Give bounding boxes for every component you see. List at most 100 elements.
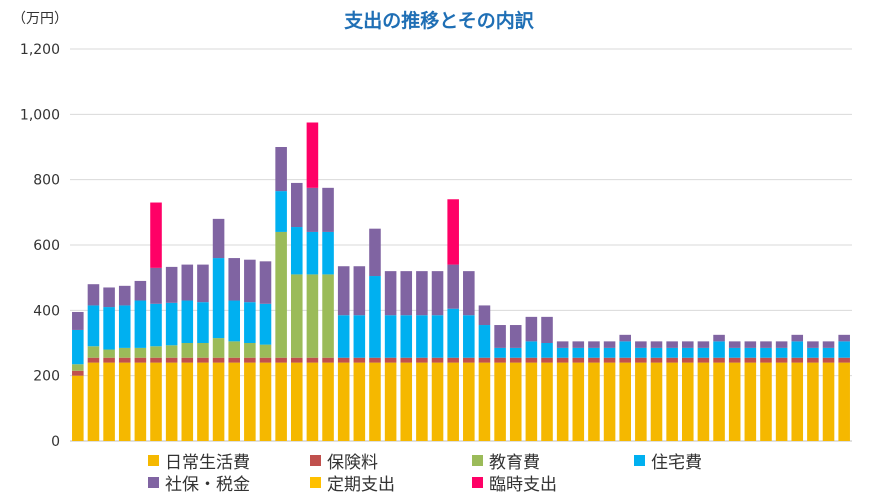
bar-segment-daily [619, 362, 631, 441]
bar-segment-daily [384, 362, 397, 441]
bar-segment-social_tax [556, 341, 569, 348]
bar-segment-social_tax [509, 325, 522, 348]
legend-swatch-temporary [472, 477, 483, 488]
bar-segment-daily [650, 362, 663, 441]
bar-segment-housing [416, 315, 428, 358]
legend-item-fixed: 定期支出 [310, 470, 395, 495]
bar-segment-daily [447, 362, 459, 441]
bar-segment-insurance [697, 357, 710, 363]
bar-segment-daily [697, 362, 710, 441]
bar-segment-social_tax [807, 341, 819, 348]
bar-segment-insurance [150, 357, 162, 363]
bar-segment-housing [306, 231, 319, 275]
bar-segment-daily [666, 362, 678, 441]
bar-segment-daily [72, 375, 84, 441]
bar-segment-daily [525, 362, 538, 441]
bar-segment-daily [603, 362, 616, 441]
bar-segment-housing [588, 347, 600, 358]
bar-segment-daily [165, 362, 178, 441]
bar-segment-social_tax [431, 271, 444, 316]
bar-segment-insurance [822, 357, 835, 363]
bar-segment-housing [509, 347, 522, 358]
bar-segment-housing [369, 276, 381, 358]
bar-segment-daily [400, 362, 413, 441]
bar-segment-insurance [228, 357, 240, 363]
bar-segment-insurance [775, 357, 788, 363]
bar-segment-social_tax [400, 271, 413, 316]
bar-segment-daily [337, 362, 350, 441]
bar-segment-daily [509, 362, 522, 441]
bar-segment-daily [306, 362, 319, 441]
bar-segment-daily [572, 362, 585, 441]
bar-segment-insurance [165, 357, 178, 363]
bar-segment-insurance [197, 357, 209, 363]
legend-label-housing: 住宅費 [651, 453, 702, 473]
bar-segment-social_tax [118, 285, 131, 306]
bar-segment-social_tax [353, 266, 366, 316]
bar-segment-education [103, 349, 115, 358]
bar-segment-social_tax [416, 271, 428, 316]
bar-segment-social_tax [728, 341, 741, 348]
bar-segment-daily [681, 362, 694, 441]
bar-segment-insurance [713, 357, 725, 363]
bar-segment-insurance [290, 357, 303, 363]
bar-segment-education [165, 345, 178, 358]
bar-segment-social_tax [212, 218, 225, 259]
bar-segment-insurance [494, 357, 506, 363]
bar-segment-insurance [572, 357, 585, 363]
bar-segment-insurance [791, 357, 804, 363]
bar-segment-education [259, 344, 272, 358]
bar-segment-temporary [447, 199, 459, 265]
bar-segment-social_tax [369, 228, 381, 277]
bar-segment-housing [87, 305, 100, 347]
bar-segment-daily [416, 362, 428, 441]
bar-segment-insurance [134, 357, 147, 363]
bar-segment-daily [713, 362, 725, 441]
bar-segment-insurance [306, 357, 319, 363]
legend-item-social-tax: 社保・税金 [148, 470, 250, 495]
bar-segment-daily [556, 362, 569, 441]
bar-segment-social_tax [87, 284, 100, 306]
bar-segment-social_tax [494, 325, 506, 348]
legend-label-temporary: 臨時支出 [489, 475, 557, 495]
bar-segment-social_tax [150, 267, 162, 304]
bar-segment-insurance [103, 357, 115, 363]
bar-segment-social_tax [72, 311, 84, 330]
bar-segment-housing [822, 347, 835, 358]
bar-segment-insurance [478, 357, 491, 363]
bar-segment-housing [259, 303, 272, 345]
bar-segment-social_tax [322, 187, 334, 232]
bar-segment-insurance [666, 357, 678, 363]
bar-segment-daily [275, 362, 287, 441]
bar-segment-daily [807, 362, 819, 441]
bar-segment-education [181, 343, 194, 358]
bar-segment-housing [525, 341, 538, 358]
bar-segment-housing [337, 315, 350, 358]
chart-title: 支出の推移とその内訳 [344, 10, 534, 32]
legend-item-housing: 住宅費 [634, 448, 702, 473]
bar-segment-insurance [322, 357, 334, 363]
bar-segment-social_tax [275, 147, 287, 192]
bar-segment-housing [228, 300, 240, 342]
bar-segment-insurance [87, 357, 100, 363]
bar-segment-housing [603, 347, 616, 358]
bar-segment-housing [807, 347, 819, 358]
bar-segment-housing [619, 341, 631, 358]
bar-segment-daily [369, 362, 381, 441]
bar-segment-housing [290, 227, 303, 275]
y-tick-label: 1,000 [20, 107, 60, 123]
bar-segment-social_tax [760, 341, 772, 348]
legend-item-temporary: 臨時支出 [472, 470, 557, 495]
bar-segment-housing [760, 347, 772, 358]
bar-segment-education [275, 231, 287, 358]
bar-segment-social_tax [290, 182, 303, 228]
bar-segment-education [197, 343, 209, 358]
bar-segment-housing [541, 343, 553, 358]
bar-segment-daily [212, 362, 225, 441]
bar-segment-insurance [337, 357, 350, 363]
bar-segment-education [72, 364, 84, 371]
legend-label-fixed: 定期支出 [327, 475, 395, 495]
bar-segment-social_tax [244, 259, 256, 303]
bar-segment-housing [150, 303, 162, 347]
bar-segment-daily [322, 362, 334, 441]
